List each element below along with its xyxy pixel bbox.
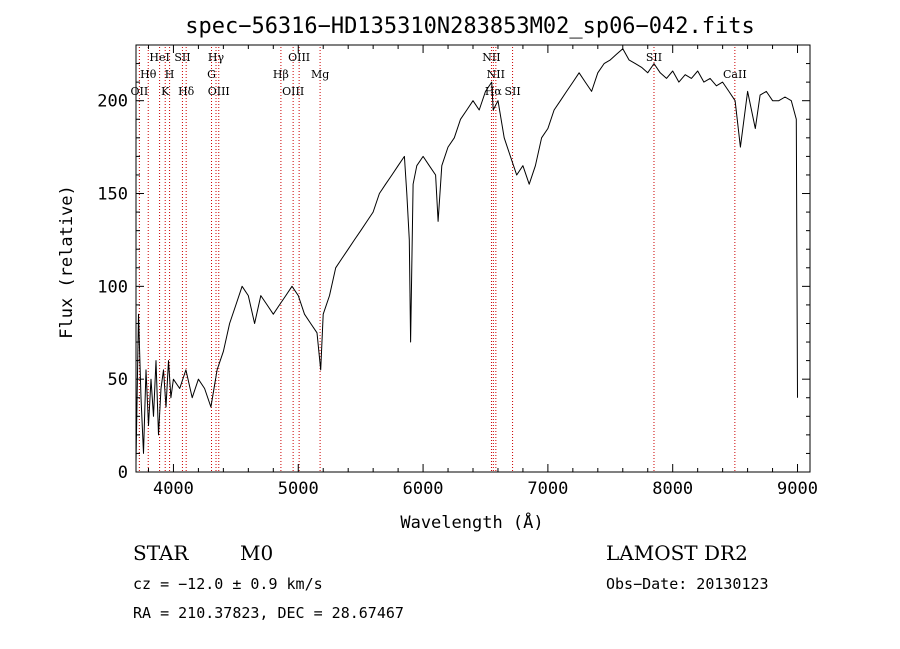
spectrum-series (135, 48, 798, 463)
y-tick-label: 0 (118, 463, 128, 483)
y-tick-label: 50 (108, 370, 128, 390)
x-tick-label: 7000 (527, 479, 568, 499)
y-tick-label: 100 (97, 277, 128, 297)
x-tick-label: 6000 (403, 479, 444, 499)
x-tick-label: 8000 (652, 479, 693, 499)
spectral-line-label: Hθ (140, 68, 157, 81)
spectral-line-label: SII (646, 51, 662, 64)
spectral-line-label: OIII (282, 85, 304, 98)
spectral-line-label: SII (174, 51, 190, 64)
spectral-line-label: Hγ (208, 51, 225, 64)
x-axis-ticks: 4000 5000 6000 7000 8000 9000 (147, 45, 818, 499)
object-class: STAR (133, 541, 189, 565)
plot-frame (135, 44, 811, 473)
y-tick-label: 200 (97, 92, 128, 112)
x-axis-label: Wavelength (Å) (400, 511, 543, 533)
x-tick-label: 5000 (278, 479, 319, 499)
spectrum-line-0 (135, 48, 798, 463)
spectral-line-label: K (161, 85, 170, 98)
y-tick-label: 150 (97, 185, 128, 205)
survey-name: LAMOST DR2 (606, 541, 748, 565)
spectral-line-label: OIII (208, 85, 230, 98)
spectral-line-label: HeI (149, 51, 169, 64)
coordinates: RA = 210.37823, DEC = 28.67467 (133, 604, 404, 622)
y-axis-ticks: 0 50 100 150 200 (97, 63, 810, 483)
spectral-line-label: Mg (311, 68, 329, 81)
redshift-cz: cz = −12.0 ± 0.9 km/s (133, 575, 323, 593)
spectral-line-label: Hδ (178, 85, 195, 98)
spectral-line-label: NII (482, 51, 500, 64)
spectral-line-label: OIII (288, 51, 310, 64)
spectral-line-label: SII (504, 85, 520, 98)
spectral-line-labels: OIIHθHeIKHSIIHδHγGOIIIHβOIIIOIIIMgNIINII… (131, 51, 747, 98)
spectral-line-label: Hβ (273, 68, 289, 81)
observation-date: Obs−Date: 20130123 (606, 575, 769, 593)
x-tick-label: 4000 (153, 479, 194, 499)
spectral-line-label: Hα (485, 85, 503, 98)
object-subclass: M0 (240, 541, 273, 565)
chart-title: spec−56316−HD135310N283853M02_sp06−042.f… (185, 14, 755, 39)
spectral-line-label: H (165, 68, 175, 81)
spectral-line-markers (138, 47, 736, 472)
spectral-line-label: CaII (723, 68, 747, 81)
spectral-line-label: OII (131, 85, 149, 98)
y-axis-label: Flux (relative) (57, 185, 77, 339)
x-tick-label: 9000 (777, 479, 818, 499)
spectral-line-label: NII (487, 68, 505, 81)
spectral-line-label: G (207, 68, 216, 81)
